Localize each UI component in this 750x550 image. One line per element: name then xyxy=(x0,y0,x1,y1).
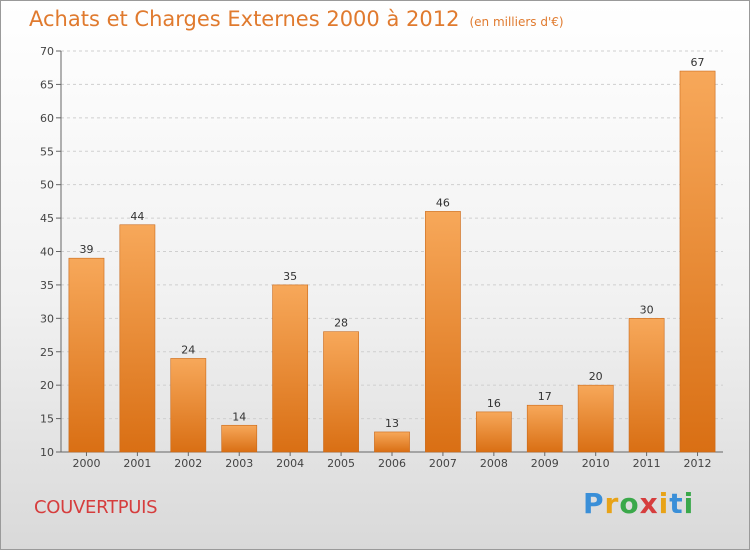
y-tick-label: 40 xyxy=(40,246,54,259)
data-label-2003: 14 xyxy=(232,410,246,423)
x-tick-label-2000: 2000 xyxy=(72,457,100,470)
data-labels: 39 44 24 14 35 28 13 46 16 17 20 30 67 xyxy=(79,56,704,430)
data-label-2011: 30 xyxy=(640,303,654,316)
y-tick-label: 20 xyxy=(40,379,54,392)
bar-2012 xyxy=(679,70,716,453)
data-label-2002: 24 xyxy=(181,343,195,356)
bar-2011 xyxy=(628,318,665,453)
y-tick-label: 25 xyxy=(40,346,54,359)
logo-letter: i xyxy=(683,487,695,520)
data-label-2007: 46 xyxy=(436,196,450,209)
bar-2009 xyxy=(526,404,563,453)
logo-letter: r xyxy=(604,487,620,520)
y-tick-label: 45 xyxy=(40,212,54,225)
bars xyxy=(68,70,716,453)
logo-letter: x xyxy=(639,487,659,520)
bar-2008 xyxy=(475,411,512,453)
x-tick-label-2001: 2001 xyxy=(123,457,151,470)
y-tick-label: 15 xyxy=(40,413,54,426)
title-text: Achats et Charges Externes 2000 à 2012 xyxy=(29,7,460,31)
data-label-2000: 39 xyxy=(79,243,93,256)
x-tick-label-2009: 2009 xyxy=(531,457,559,470)
x-tick-label-2003: 2003 xyxy=(225,457,253,470)
town-name: COUVERTPUIS xyxy=(34,497,158,518)
data-label-2005: 28 xyxy=(334,317,348,330)
data-label-2012: 67 xyxy=(691,56,705,69)
x-tick-label-2007: 2007 xyxy=(429,457,457,470)
logo-letter: P xyxy=(583,487,605,520)
proxiti-logo[interactable]: Proxiti xyxy=(583,487,694,520)
chart-title: Achats et Charges Externes 2000 à 2012 (e… xyxy=(29,7,564,31)
x-tick-label-2006: 2006 xyxy=(378,457,406,470)
y-tick-label: 35 xyxy=(40,279,54,292)
data-label-2006: 13 xyxy=(385,417,399,430)
x-tick-label-2004: 2004 xyxy=(276,457,304,470)
bar-2004 xyxy=(272,284,309,453)
bar-2000 xyxy=(68,257,105,453)
y-tick-label: 70 xyxy=(40,45,54,58)
bar-2003 xyxy=(221,424,258,453)
x-tick-label-2002: 2002 xyxy=(174,457,202,470)
bar-2002 xyxy=(170,358,207,453)
y-tick-label: 50 xyxy=(40,179,54,192)
y-tick-label: 60 xyxy=(40,112,54,125)
bar-2006 xyxy=(374,431,410,453)
y-tick-label: 65 xyxy=(40,78,54,91)
x-tick-label-2010: 2010 xyxy=(582,457,610,470)
y-tick-label: 30 xyxy=(40,312,54,325)
data-label-2009: 17 xyxy=(538,390,552,403)
logo-letter: t xyxy=(669,487,684,520)
y-tick-label: 55 xyxy=(40,145,54,158)
x-tick-label-2012: 2012 xyxy=(684,457,712,470)
x-tick-label-2011: 2011 xyxy=(633,457,661,470)
bar-2001 xyxy=(119,224,156,453)
bar-2007 xyxy=(425,211,461,453)
logo-letter: o xyxy=(619,487,640,520)
grid-lines xyxy=(61,50,723,453)
data-label-2004: 35 xyxy=(283,270,297,283)
bar-2005 xyxy=(323,331,359,453)
bar-2010 xyxy=(577,384,614,453)
data-label-2001: 44 xyxy=(130,210,144,223)
y-tick-label: 10 xyxy=(40,446,54,459)
unit-label: (en milliers d'€) xyxy=(469,15,564,29)
x-tick-label-2005: 2005 xyxy=(327,457,355,470)
x-tick-label-2008: 2008 xyxy=(480,457,508,470)
logo-letter: i xyxy=(658,487,670,520)
data-label-2010: 20 xyxy=(589,370,603,383)
data-label-2008: 16 xyxy=(487,397,501,410)
